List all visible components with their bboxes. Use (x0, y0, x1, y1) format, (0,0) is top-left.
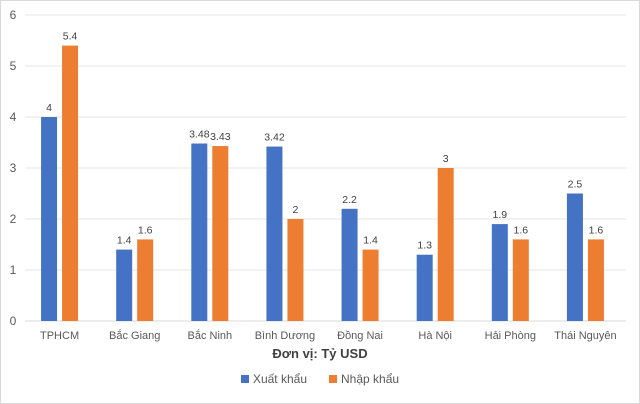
legend-swatch-export (240, 375, 249, 383)
legend: Xuất khẩu Nhập khẩu (0, 372, 640, 386)
y-tick-label: 1 (10, 263, 17, 277)
data-label: 2 (293, 204, 299, 216)
gridlines (25, 14, 626, 322)
data-label: 1.4 (363, 235, 378, 247)
data-label: 2.5 (568, 179, 583, 191)
x-axis-title: Đơn vị: Tỷ USD (272, 346, 367, 361)
bar-export (491, 224, 508, 321)
data-label: 4 (46, 102, 52, 114)
x-category-label: Đồng Nai (337, 330, 383, 342)
data-label: 1.6 (514, 224, 529, 236)
bar-export (116, 249, 133, 321)
y-tick-label: 6 (10, 8, 17, 22)
bar-export (266, 146, 283, 321)
x-category-label: TPHCM (40, 330, 79, 342)
x-category-label: Hải Phòng (485, 330, 536, 342)
x-category-label: Thái Nguyên (554, 330, 616, 342)
data-label: 1.6 (138, 224, 153, 236)
bar-import (587, 239, 604, 321)
bar-export (341, 208, 358, 321)
x-category-label: Hà Nội (418, 330, 452, 342)
bar-import (437, 168, 454, 321)
data-label: 5.4 (63, 31, 78, 43)
x-category-label: Bình Dương (255, 330, 315, 342)
x-category-label: Bắc Giang (109, 329, 160, 342)
bar-export (566, 193, 583, 321)
data-label: 3.43 (210, 131, 231, 143)
bars (41, 45, 604, 321)
x-axis-categories: TPHCM Bắc Giang Bắc Ninh Bình Dương Đồng Nai… (40, 329, 617, 342)
bar-import (287, 219, 304, 321)
y-axis-ticks: 0 1 2 3 4 5 6 (10, 8, 17, 328)
bar-export (41, 117, 58, 321)
bar-import (212, 146, 229, 321)
data-label: 3 (443, 153, 449, 165)
y-tick-label: 0 (10, 314, 17, 328)
y-tick-label: 5 (10, 59, 17, 73)
data-label: 2.2 (342, 194, 357, 206)
y-tick-label: 2 (10, 212, 17, 226)
legend-item-import: Nhập khẩu (329, 372, 399, 386)
data-label: 3.42 (264, 132, 285, 144)
x-category-label: Bắc Ninh (187, 329, 232, 342)
bar-import (512, 239, 529, 321)
bar-export (191, 143, 208, 321)
data-label: 1.3 (417, 240, 432, 252)
data-label: 1.4 (117, 235, 132, 247)
y-tick-label: 4 (10, 110, 17, 124)
bar-import (62, 45, 79, 321)
data-label: 1.6 (589, 224, 604, 236)
data-label: 3.48 (189, 129, 210, 141)
data-labels: 4 5.4 1.4 1.6 3.48 3.43 3.42 2 2.2 1.4 1.3 3 1.9 1.6 2… (46, 31, 603, 252)
bar-import (362, 249, 379, 321)
legend-swatch-import (329, 375, 337, 383)
bar-import (137, 239, 154, 321)
y-tick-label: 3 (10, 161, 17, 175)
legend-label-import: Nhập khẩu (341, 372, 400, 386)
bar-export (416, 254, 433, 321)
data-label: 1.9 (493, 209, 508, 221)
legend-label-export: Xuất khẩu (252, 372, 307, 386)
legend-item-export: Xuất khẩu (240, 372, 307, 386)
